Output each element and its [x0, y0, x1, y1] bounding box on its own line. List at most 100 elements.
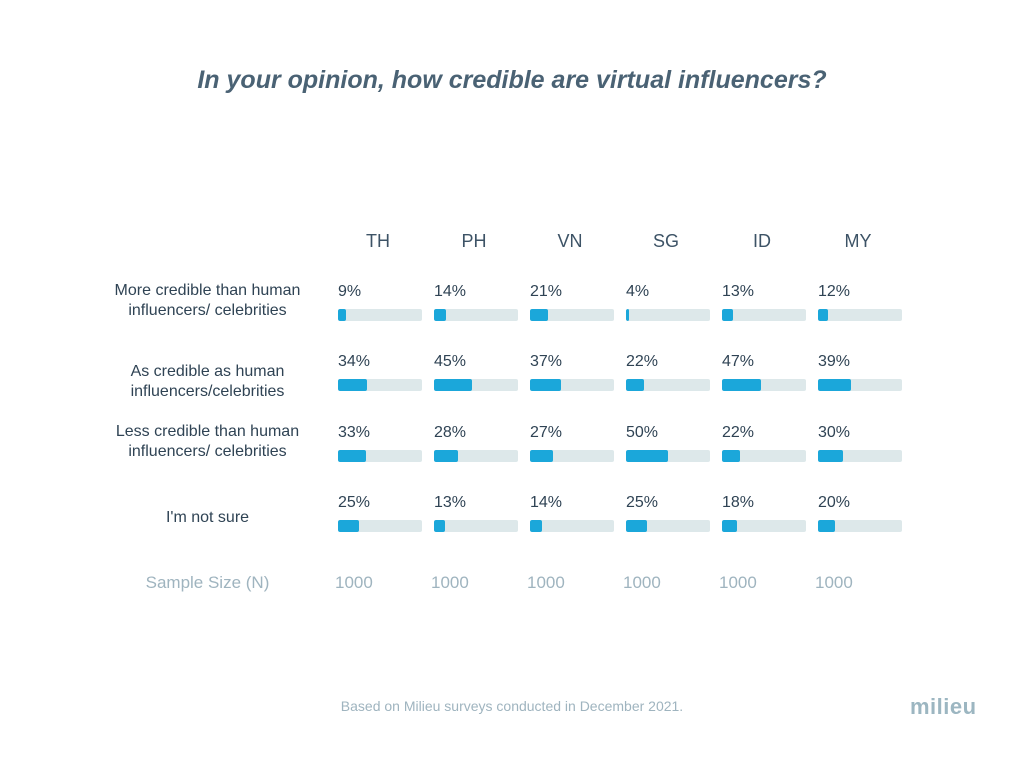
data-label: 22% — [722, 424, 755, 441]
data-label: 27% — [530, 424, 563, 441]
sample-size-value: 1000 — [623, 573, 661, 592]
bar — [338, 520, 359, 532]
data-label: 50% — [626, 424, 659, 441]
bar — [626, 379, 645, 391]
bar-track — [722, 520, 806, 532]
bar — [818, 379, 851, 391]
bar-cell: 14% — [434, 283, 518, 327]
sample-size-value: 1000 — [719, 573, 757, 592]
data-label: 13% — [434, 494, 467, 511]
data-label: 45% — [434, 353, 467, 370]
row-label: I'm not sure — [165, 509, 250, 526]
bar-track — [434, 379, 518, 391]
bar-cell: 33% — [338, 424, 422, 468]
bar-track — [626, 379, 710, 391]
bar-track — [722, 450, 806, 462]
data-label: 9% — [338, 283, 362, 300]
bar-track — [626, 309, 710, 321]
bar — [434, 379, 472, 391]
data-label: 4% — [626, 283, 650, 300]
column-header-id: ID — [753, 231, 771, 251]
bar-track — [434, 309, 518, 321]
column-header-th: TH — [366, 231, 390, 251]
column-header-ph: PH — [461, 231, 487, 251]
sample-size-value: 1000 — [431, 573, 469, 592]
bar-cell: 20% — [818, 494, 902, 538]
bar — [818, 309, 829, 321]
bar-track — [722, 309, 806, 321]
bar — [722, 520, 738, 532]
bar-track — [626, 450, 710, 462]
bar-track — [530, 450, 614, 462]
chart-title: In your opinion, how credible are virtua… — [197, 66, 827, 94]
sample-size-value: 1000 — [815, 573, 853, 592]
bar — [818, 450, 844, 462]
bar-cell: 47% — [722, 353, 806, 397]
bar-track — [434, 520, 518, 532]
bar-track — [818, 379, 902, 391]
bar-cell: 37% — [530, 353, 614, 397]
data-label: 33% — [338, 424, 371, 441]
data-label: 13% — [722, 283, 755, 300]
bar — [530, 520, 542, 532]
bar — [722, 309, 733, 321]
bar — [434, 450, 458, 462]
data-label: 14% — [434, 283, 467, 300]
bar — [338, 309, 346, 321]
bar-track — [530, 520, 614, 532]
bar — [338, 450, 366, 462]
bar-cell: 50% — [626, 424, 710, 468]
bar-cell: 39% — [818, 353, 902, 397]
data-label: 22% — [626, 353, 659, 370]
data-label: 21% — [530, 283, 563, 300]
bar-track — [530, 309, 614, 321]
data-label: 47% — [722, 353, 755, 370]
bar — [434, 309, 446, 321]
bar-cell: 25% — [626, 494, 710, 538]
data-label: 25% — [338, 494, 371, 511]
data-label: 34% — [338, 353, 371, 370]
bar-track — [338, 450, 422, 462]
data-label: 18% — [722, 494, 755, 511]
bar-cell: 45% — [434, 353, 518, 397]
bar — [434, 520, 445, 532]
bar — [338, 379, 367, 391]
row-label: More credible than human influencers/ ce… — [114, 282, 301, 319]
data-label: 28% — [434, 424, 467, 441]
bar-cell: 18% — [722, 494, 806, 538]
bar-track — [434, 450, 518, 462]
bar — [530, 379, 562, 391]
bar-cell: 12% — [818, 283, 902, 327]
row-label: Less credible than human influencers/ ce… — [115, 423, 300, 460]
milieu-logo: milieu — [910, 694, 977, 719]
data-label: 39% — [818, 353, 851, 370]
data-label: 20% — [818, 494, 851, 511]
data-label: 12% — [818, 283, 851, 300]
bar-track — [818, 450, 902, 462]
bar-cell: 21% — [530, 283, 614, 327]
bar-cell: 13% — [434, 494, 518, 538]
bar — [722, 450, 741, 462]
bar-track — [530, 379, 614, 391]
data-label: 37% — [530, 353, 563, 370]
bar-track — [722, 379, 806, 391]
bar-cell: 13% — [722, 283, 806, 327]
bar-cell: 14% — [530, 494, 614, 538]
bar-cell: 34% — [338, 353, 422, 397]
bar-cell: 4% — [626, 283, 710, 327]
bar — [722, 379, 762, 391]
row-label: As credible as human influencers/celebri… — [130, 363, 285, 400]
column-header-vn: VN — [557, 231, 583, 251]
bar-cell: 27% — [530, 424, 614, 468]
bar-track — [626, 520, 710, 532]
bar-track — [338, 379, 422, 391]
bar-track — [338, 520, 422, 532]
footnote: Based on Milieu surveys conducted in Dec… — [340, 698, 684, 714]
bar-track — [818, 309, 902, 321]
sample-size-value: 1000 — [335, 573, 373, 592]
bar — [530, 309, 548, 321]
column-header-sg: SG — [652, 231, 679, 251]
bar-cell: 28% — [434, 424, 518, 468]
bar — [626, 309, 630, 321]
sample-size-label: Sample Size (N) — [145, 573, 270, 592]
